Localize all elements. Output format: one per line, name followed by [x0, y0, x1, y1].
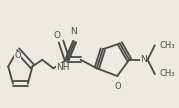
Text: O: O — [114, 82, 121, 91]
Text: N: N — [70, 27, 77, 36]
Text: NH: NH — [56, 64, 70, 72]
Text: CH₃: CH₃ — [160, 41, 175, 50]
Text: O: O — [53, 31, 60, 40]
Text: O: O — [14, 51, 21, 60]
Text: N: N — [140, 55, 147, 64]
Text: CH₃: CH₃ — [160, 69, 175, 78]
